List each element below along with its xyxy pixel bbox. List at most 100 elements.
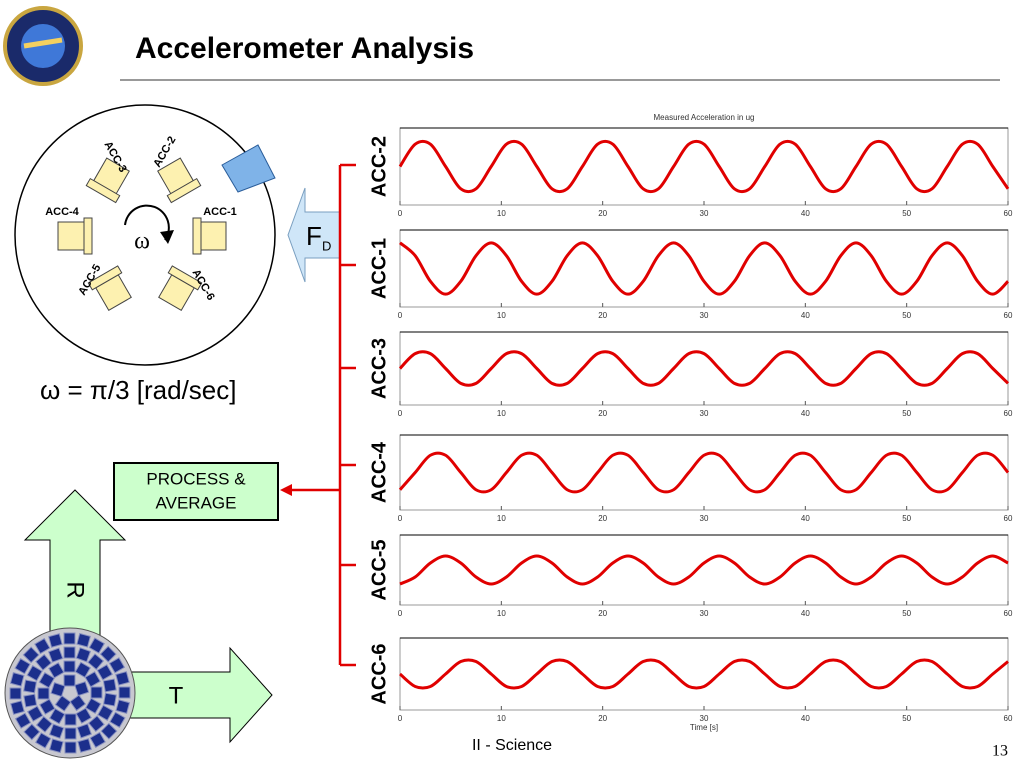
tile — [9, 672, 25, 687]
x-tick-label: 50 — [902, 409, 911, 418]
tile — [76, 632, 91, 648]
x-tick-label: 50 — [902, 209, 911, 218]
tile — [76, 723, 93, 739]
tile — [34, 732, 52, 749]
x-tick-label: 40 — [801, 714, 810, 723]
tile — [63, 632, 76, 645]
tile — [87, 715, 105, 733]
tile — [23, 693, 38, 708]
rotation-rate: ω = π/3 [rad/sec] — [40, 375, 237, 405]
logo — [3, 6, 83, 86]
y-axis-label: ACC-2 — [368, 136, 390, 197]
tile — [89, 731, 106, 749]
t-arrow — [119, 646, 273, 744]
plot-frame — [399, 534, 1009, 606]
x-tick-label: 20 — [598, 409, 607, 418]
x-tick-label: 20 — [598, 514, 607, 523]
x-tick-label: 40 — [801, 409, 810, 418]
fit-line — [399, 241, 1010, 296]
tile — [22, 646, 40, 664]
x-tick-label: 10 — [497, 409, 506, 418]
tile — [63, 646, 76, 659]
tile — [90, 686, 103, 699]
sensor-label: ACC-1 — [203, 206, 237, 218]
x-tick-label: 50 — [902, 514, 911, 523]
chart-title: Measured Acceleration in ug — [654, 113, 755, 122]
x-tick-label: 0 — [398, 209, 403, 218]
tile — [48, 723, 65, 739]
process-label: PROCESS & — [146, 469, 246, 488]
tile — [35, 653, 53, 671]
tile — [100, 722, 118, 740]
x-tick-label: 20 — [598, 714, 607, 723]
y-axis-label: ACC-1 — [368, 238, 390, 299]
x-tick-label: 30 — [700, 514, 709, 523]
x-tick-label: 30 — [700, 311, 709, 320]
satellite-image — [4, 627, 136, 759]
tile — [115, 699, 131, 714]
tile — [9, 687, 22, 700]
fit-line — [398, 350, 1010, 387]
tile — [39, 698, 56, 715]
x-tick-label: 30 — [700, 209, 709, 218]
x-tick-label: 60 — [1004, 514, 1013, 523]
tile — [74, 661, 92, 678]
x-tick-label: 60 — [1004, 209, 1013, 218]
force-label: F — [306, 221, 322, 251]
tile — [14, 657, 31, 675]
tile — [64, 741, 77, 754]
y-axis-label: ACC-5 — [368, 539, 390, 600]
fit-line — [398, 451, 1010, 494]
tile — [102, 678, 117, 693]
spacecraft-outline — [14, 104, 276, 366]
r-label: R — [62, 581, 89, 598]
tile — [48, 662, 65, 679]
x-tick-label: 50 — [902, 609, 911, 618]
x-tick-label: 60 — [1004, 609, 1013, 618]
x-tick-label: 20 — [598, 311, 607, 320]
tile — [85, 697, 102, 715]
t-label: T — [169, 682, 184, 709]
spin-symbol: ω — [134, 229, 150, 255]
tile — [47, 647, 64, 663]
tile — [115, 671, 130, 686]
tile — [48, 633, 63, 648]
tile — [74, 681, 90, 697]
tile — [34, 637, 51, 655]
x-tick-label: 50 — [902, 311, 911, 320]
spin-arrow — [124, 204, 170, 241]
x-tick-label: 10 — [497, 311, 506, 320]
tile — [64, 727, 77, 740]
r-arrow — [23, 489, 127, 641]
x-tick-label: 60 — [1004, 714, 1013, 723]
tile — [87, 653, 105, 671]
tile — [99, 645, 117, 663]
x-tick-label: 30 — [700, 409, 709, 418]
x-axis-label: Time [s] — [690, 723, 718, 732]
tile — [118, 686, 131, 699]
x-tick-label: 0 — [398, 714, 403, 723]
tile — [26, 705, 44, 722]
tile — [64, 713, 77, 726]
sensor-label: ACC-4 — [45, 206, 79, 218]
x-tick-label: 50 — [902, 714, 911, 723]
x-tick-label: 30 — [700, 714, 709, 723]
fit-line — [399, 554, 1009, 586]
y-axis-label: ACC-4 — [368, 441, 390, 503]
tile — [49, 738, 64, 754]
fit-line — [398, 139, 1010, 194]
x-tick-label: 30 — [700, 609, 709, 618]
footer-section: II - Science — [472, 737, 552, 754]
tile — [88, 637, 106, 654]
bracket — [290, 163, 356, 667]
tile — [108, 657, 126, 674]
bracket-arrowhead — [280, 484, 292, 496]
sensor-wedge — [221, 144, 276, 193]
x-tick-label: 20 — [598, 609, 607, 618]
tile — [38, 671, 55, 689]
tile — [37, 687, 50, 700]
tile — [75, 707, 92, 724]
tile — [54, 695, 72, 712]
